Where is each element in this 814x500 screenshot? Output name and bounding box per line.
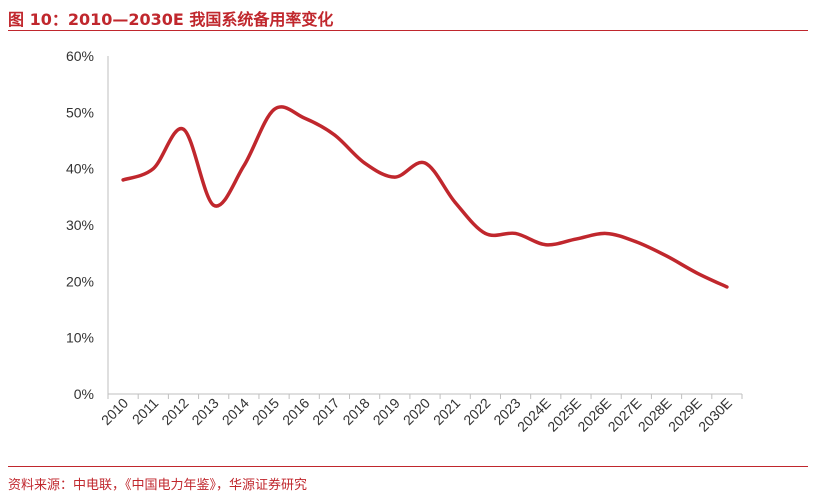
y-tick-label: 10%: [66, 330, 94, 346]
data-point: [242, 164, 246, 168]
y-tick-label: 20%: [66, 273, 94, 289]
data-point: [151, 167, 155, 171]
data-point: [634, 240, 638, 244]
y-tick-label: 40%: [66, 161, 94, 177]
x-tick-label: 2024E: [514, 395, 554, 435]
data-point: [725, 285, 729, 289]
x-tick-label: 2030E: [695, 395, 735, 435]
data-point: [544, 243, 548, 247]
source-divider: [8, 466, 808, 467]
x-tick-label: 2022: [460, 395, 493, 428]
x-tick-label: 2025E: [544, 395, 584, 435]
y-tick-label: 60%: [66, 48, 94, 64]
data-point: [453, 200, 457, 204]
x-tick-label: 2021: [430, 395, 463, 428]
x-tick-label: 2015: [249, 395, 282, 428]
data-point: [332, 133, 336, 137]
x-tick-label: 2013: [188, 395, 221, 428]
x-tick-label: 2014: [219, 395, 252, 428]
x-tick-label: 2012: [158, 395, 191, 428]
x-tick-label: 2019: [370, 395, 403, 428]
data-point: [272, 108, 276, 112]
y-tick-label: 50%: [66, 104, 94, 120]
x-tick-label: 2020: [400, 395, 433, 428]
data-point: [514, 231, 518, 235]
x-tick-label: 2018: [339, 395, 372, 428]
x-tick-label: 2026E: [574, 395, 614, 435]
data-point: [363, 161, 367, 165]
x-tick-label: 2011: [129, 395, 162, 428]
series-line-0: [121, 105, 729, 289]
data-point: [423, 161, 427, 165]
y-tick-label: 30%: [66, 217, 94, 233]
data-point: [574, 237, 578, 241]
x-tick-label: 2016: [279, 395, 312, 428]
x-tick-label: 2027E: [605, 395, 645, 435]
data-point: [121, 178, 125, 182]
x-axis: 2010201120122013201420152016201720182019…: [98, 393, 743, 435]
line-chart: 0%10%20%30%40%50%60% 2010201120122013201…: [66, 48, 743, 435]
data-point: [604, 231, 608, 235]
figure-title: 图 10：2010—2030E 我国系统备用率变化: [8, 10, 334, 29]
data-point: [483, 231, 487, 235]
x-tick-label: 2010: [98, 395, 131, 428]
series-layer: [121, 105, 729, 289]
source-note: 资料来源：中电联，《中国电力年鉴》，华源证券研究: [8, 478, 308, 493]
data-point: [695, 271, 699, 275]
data-point: [302, 116, 306, 120]
y-axis: 0% 10% 20% 30% 40% 50% 60%: [66, 48, 109, 402]
x-tick-label: 2029E: [665, 395, 705, 435]
y-tick-label: 0%: [74, 386, 94, 402]
x-tick-label: 2028E: [635, 395, 675, 435]
data-point: [212, 203, 216, 207]
data-point: [393, 175, 397, 179]
title-divider: [8, 30, 808, 31]
data-point: [665, 254, 669, 258]
data-point: [181, 127, 185, 131]
x-tick-label: 2017: [309, 395, 342, 428]
